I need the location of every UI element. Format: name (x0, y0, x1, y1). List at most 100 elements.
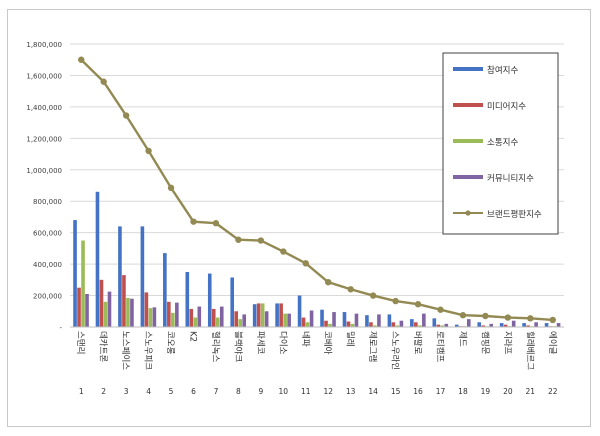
line-point-네파 (302, 260, 309, 267)
bar-소통지수-스노우피크 (148, 308, 153, 327)
x-category-label: 스노우라인 (390, 331, 401, 370)
x-rank-label: 11 (301, 387, 311, 396)
line-point-코베아 (325, 278, 332, 286)
line-point-스노우피크 (145, 147, 152, 155)
bar-미디어지수-밀레 (346, 321, 351, 327)
bar-참여지수-스노우피크 (140, 226, 145, 327)
bar-커뮤니티지수-스노우피크 (152, 307, 157, 327)
x-category-label: 다이소 (277, 331, 288, 355)
bar-커뮤니티지수-스노우라인 (399, 320, 404, 327)
x-category-label: 스탠리 (75, 331, 86, 354)
x-rank-label: 8 (236, 387, 241, 396)
x-rank-label: 18 (458, 387, 468, 396)
bar-커뮤니티지수-에이글 (556, 323, 561, 327)
y-tick-label: 200,000 (33, 293, 62, 301)
bar-미디어지수-데카트론 (99, 279, 104, 327)
legend-box (442, 52, 559, 235)
x-rank-label: 22 (548, 387, 558, 396)
y-tick-label: 1,800,000 (26, 41, 62, 49)
x-category-label: 데카트론 (98, 331, 108, 362)
bar-미디어지수-코베아 (324, 320, 328, 327)
line-point-코오롱 (167, 184, 175, 192)
bar-미디어지수-지라프 (503, 324, 508, 327)
legend-label: 브랜드평판지수 (487, 209, 542, 220)
x-rank-label: 4 (146, 387, 151, 396)
bar-미디어지수-스노우라인 (391, 322, 396, 327)
legend-swatch (453, 103, 483, 107)
x-rank-label: 10 (279, 387, 289, 396)
bar-소통지수-다이소 (283, 313, 287, 327)
x-rank-label: 14 (368, 387, 378, 396)
x-category-label: 네파 (300, 331, 310, 347)
bar-미디어지수-버팔로 (414, 322, 418, 327)
x-rank-label: 2 (101, 387, 106, 396)
bar-참여지수-파세코 (252, 304, 257, 327)
legend-label: 소통지수 (487, 138, 518, 148)
x-rank-label: 17 (436, 387, 446, 396)
bar-커뮤니티지수-헬리녹스 (219, 306, 224, 327)
bar-미디어지수-캠핑문 (481, 325, 486, 327)
bar-참여지수-데카트론 (95, 191, 100, 327)
bar-미디어지수-힐레베르그 (526, 325, 530, 327)
x-category-label: 노스페이스 (120, 331, 131, 370)
legend-swatch (453, 175, 483, 179)
x-category-label: 에이글 (547, 331, 558, 355)
x-category-label: 캠핑문 (479, 331, 490, 355)
bar-참여지수-코오롱 (163, 253, 167, 327)
bar-미디어지수-스노우피크 (144, 292, 149, 327)
y-tick-label: 1,200,000 (26, 135, 62, 143)
line-point-노스페이스 (122, 112, 130, 119)
line-point-지라프 (504, 314, 512, 321)
x-category-label: 코오롱 (165, 331, 175, 355)
brand-reputation-line (80, 58, 553, 322)
y-tick-label: 600,000 (33, 230, 62, 238)
bar-참여지수-밀레 (342, 312, 347, 327)
bar-미디어지수-네파 (301, 317, 306, 327)
legend-marker (465, 210, 471, 216)
bar-참여지수-네파 (297, 295, 302, 327)
x-rank-label: 3 (124, 387, 129, 396)
bar-소통지수-데카트론 (103, 301, 108, 327)
bar-커뮤니티지수-스탠리 (85, 293, 89, 327)
x-rank-label: 15 (391, 387, 401, 396)
bar-커뮤니티지수-코오롱 (175, 302, 179, 327)
line-point-K2 (190, 218, 197, 225)
x-category-label: 스노우피크 (143, 331, 153, 370)
x-category-label: K2 (188, 331, 198, 342)
bar-커뮤니티지수-로티캠프 (444, 323, 449, 327)
legend-label: 미디어지수 (487, 101, 526, 112)
x-rank-label: 1 (79, 387, 84, 396)
y-tick-label: 800,000 (33, 198, 62, 206)
bar-미디어지수-노스페이스 (122, 275, 126, 327)
bar-커뮤니티지수-K2 (197, 306, 202, 327)
x-category-label: 코베아 (322, 331, 333, 355)
bar-커뮤니티지수-캠핑문 (489, 323, 494, 327)
bar-소통지수-스노우라인 (395, 325, 400, 327)
line-point-힐레베르그 (527, 315, 534, 322)
bar-커뮤니티지수-제드 (466, 319, 471, 327)
line-point-스노우라인 (392, 297, 399, 305)
bar-커뮤니티지수-코베아 (332, 312, 336, 327)
bar-미디어지수-제로그램 (369, 322, 373, 327)
legend-label: 참여지수 (487, 65, 518, 76)
x-category-label: 지라프 (502, 331, 512, 355)
line-point-밀레 (347, 286, 354, 293)
legend-label: 커뮤니티지수 (487, 173, 534, 184)
bar-참여지수-캠핑문 (477, 322, 482, 327)
x-rank-label: 12 (323, 387, 333, 396)
bar-커뮤니티지수-네파 (309, 310, 314, 327)
bar-참여지수-로티캠프 (432, 318, 437, 327)
x-rank-label: 16 (413, 387, 423, 396)
bar-소통지수-제로그램 (373, 325, 377, 327)
x-category-label: 힐레베르그 (524, 331, 535, 370)
x-rank-label: 20 (503, 387, 513, 396)
bar-소통지수-스탠리 (81, 240, 85, 327)
line-point-캠핑문 (482, 312, 489, 320)
legend-swatch (453, 139, 483, 143)
bar-line-chart: - 200,000 400,000 600,000 800,000 1,000,000 1,… (26, 41, 564, 396)
bar-소통지수-헬리녹스 (215, 317, 220, 327)
x-category-label: 로티캠프 (435, 331, 446, 362)
x-rank-label: 21 (526, 387, 536, 396)
bar-소통지수-코베아 (328, 323, 332, 327)
bar-미디어지수-스탠리 (77, 287, 81, 327)
